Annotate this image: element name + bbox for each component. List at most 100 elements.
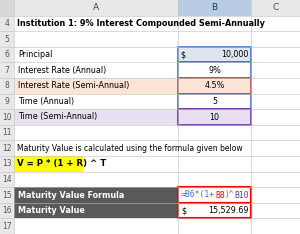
Text: 17: 17 (2, 222, 12, 231)
Bar (178, 0, 251, 16)
Bar (0, 109, 14, 125)
Bar (251, 62, 300, 78)
Bar (178, 109, 251, 125)
Text: Interest Rate (Semi-Annual): Interest Rate (Semi-Annual) (18, 81, 129, 90)
Bar (14, 16, 178, 31)
Bar (14, 109, 178, 125)
Bar (178, 62, 251, 78)
Text: 11: 11 (2, 128, 12, 137)
Bar (251, 172, 300, 187)
Text: 7: 7 (5, 66, 10, 75)
Bar (251, 140, 300, 156)
Text: 15,529.69: 15,529.69 (208, 206, 249, 215)
Bar (178, 172, 251, 187)
Text: Maturity Value: Maturity Value (18, 206, 85, 215)
Bar (0, 187, 14, 203)
Text: Principal: Principal (18, 50, 52, 59)
Bar (0, 172, 14, 187)
Bar (0, 47, 14, 62)
Bar (178, 31, 251, 47)
Bar (178, 94, 251, 109)
Text: Interest Rate (Annual): Interest Rate (Annual) (18, 66, 106, 75)
Bar (14, 172, 178, 187)
Bar (178, 109, 251, 125)
Bar (178, 203, 251, 218)
Bar (178, 47, 251, 62)
Bar (251, 16, 300, 31)
Text: V = P * (1 + R) ^ T: V = P * (1 + R) ^ T (17, 159, 107, 168)
Text: 12: 12 (2, 144, 12, 153)
Text: Maturity Value Formula: Maturity Value Formula (18, 190, 124, 200)
Text: C: C (273, 3, 279, 12)
Bar (178, 62, 251, 78)
Bar (178, 125, 251, 140)
Bar (178, 94, 251, 109)
Text: B: B (212, 3, 218, 12)
Bar (14, 218, 178, 234)
Bar (178, 140, 251, 156)
Text: Maturity Value is calculated using the formula given below: Maturity Value is calculated using the f… (17, 144, 243, 153)
Text: 9: 9 (5, 97, 10, 106)
Text: =B6*(1+: =B6*(1+ (181, 190, 215, 200)
Bar (178, 16, 251, 31)
Text: $: $ (181, 206, 186, 215)
Bar (0, 218, 14, 234)
Bar (251, 94, 300, 109)
Bar (178, 47, 251, 62)
Bar (0, 94, 14, 109)
Bar (0, 31, 14, 47)
Bar (14, 47, 178, 62)
Text: Time (Annual): Time (Annual) (18, 97, 74, 106)
Text: 4: 4 (5, 19, 10, 28)
Bar (14, 16, 300, 31)
Text: Institution 1: 9% Interest Compounded Semi-Annually: Institution 1: 9% Interest Compounded Se… (17, 19, 265, 28)
Bar (14, 109, 178, 125)
Bar (14, 62, 178, 78)
Bar (0, 156, 14, 172)
Bar (0, 125, 14, 140)
Bar (178, 78, 251, 94)
Bar (14, 187, 178, 203)
Text: 10: 10 (2, 113, 12, 121)
Bar (14, 0, 178, 16)
Text: 9%: 9% (208, 66, 221, 75)
Bar (0, 203, 14, 218)
Bar (0, 140, 14, 156)
Bar (178, 78, 251, 94)
Bar (178, 94, 251, 109)
Bar (178, 62, 251, 78)
Bar (14, 94, 178, 109)
Bar (178, 187, 251, 203)
Text: 16: 16 (2, 206, 12, 215)
Bar (178, 203, 251, 218)
Text: )^: )^ (225, 190, 235, 200)
Bar (178, 47, 251, 62)
Text: A: A (93, 3, 99, 12)
Bar (251, 218, 300, 234)
Text: B8: B8 (215, 190, 225, 200)
Bar (251, 31, 300, 47)
Text: Time (Semi-Annual): Time (Semi-Annual) (18, 113, 97, 121)
Bar (14, 156, 83, 172)
Text: 4.5%: 4.5% (205, 81, 225, 90)
Bar (14, 203, 178, 218)
Bar (251, 125, 300, 140)
Bar (14, 47, 178, 62)
Text: 13: 13 (2, 159, 12, 168)
Bar (178, 203, 251, 218)
Bar (251, 156, 300, 172)
Bar (251, 78, 300, 94)
Bar (251, 47, 300, 62)
Text: $: $ (180, 50, 185, 59)
Bar (0, 62, 14, 78)
Bar (178, 218, 251, 234)
Bar (14, 78, 178, 94)
Text: 10,000: 10,000 (222, 50, 249, 59)
Bar (251, 0, 300, 16)
Bar (178, 187, 251, 203)
Text: 15: 15 (2, 190, 12, 200)
Bar (14, 78, 178, 94)
Text: B10: B10 (235, 190, 249, 200)
Bar (14, 203, 178, 218)
Bar (178, 78, 251, 94)
